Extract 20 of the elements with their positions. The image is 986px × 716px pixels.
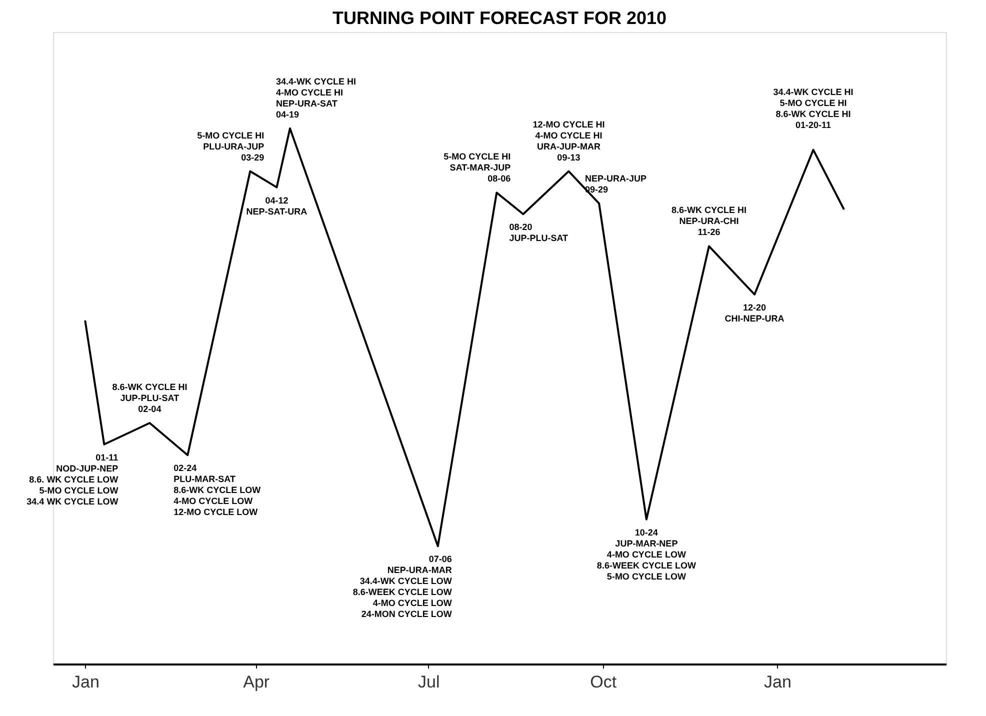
annotation: 12-MO CYCLE HI 4-MO CYCLE HI URA-JUP-MAR 09-13 — [532, 119, 605, 162]
x-tick-label: Oct — [590, 672, 617, 692]
annotation: 12-20 CHI-NEP-URA — [724, 302, 785, 324]
x-tick-label: Apr — [243, 672, 270, 692]
annotation: 01-11 NOD-JUP-NEP 8.6. WK CYCLE LOW 5-MO CYCLE LOW 34.4 WK CYCLE LOW — [26, 452, 119, 506]
chart-title: TURNING POINT FORECAST FOR 2010 — [332, 8, 667, 28]
annotation: 08-20 JUP-PLU-SAT — [509, 222, 569, 244]
annotation: 8.6-WK CYCLE HI JUP-PLU-SAT 02-04 — [112, 382, 188, 414]
annotation: 34.4-WK CYCLE HI 4-MO CYCLE HI NEP-URA-SAT 04-19 — [276, 76, 356, 120]
annotation: 5-MO CYCLE HI SAT-MAR-JUP 08-06 — [444, 152, 511, 184]
annotation: 8.6-WK CYCLE HI NEP-URA-CHI 11-26 — [671, 205, 747, 238]
x-tick-label: Jan — [72, 672, 100, 692]
x-tick-label: Jan — [764, 672, 792, 692]
annotation: 04-12 NEP-SAT-URA — [246, 195, 308, 216]
annotation: 34.4-WK CYCLE HI 5-MO CYCLE HI 8.6-WK CYCLE HI 01-20-11 — [773, 86, 854, 130]
annotation: 5-MO CYCLE HI PLU-URA-JUP 03-29 — [197, 130, 264, 162]
annotation: 10-24 JUP-MAR-NEP 4-MO CYCLE LOW 8.6-WEEK CYCLE LOW 5-MO CYCLE LOW — [596, 527, 696, 582]
annotation: 02-24 PLU-MAR-SAT 8.6-WK CYCLE LOW 4-MO CYCLE LOW 12-MO CYCLE LOW — [174, 463, 262, 518]
x-tick-label: Jul — [418, 672, 440, 692]
annotation: 07-06 NEP-URA-MAR 34.4-WK CYCLE LOW 8.6-WEEK CYCLE LOW 4-MO CYCLE LOW 24-MON CYCLE LOW — [352, 554, 452, 620]
